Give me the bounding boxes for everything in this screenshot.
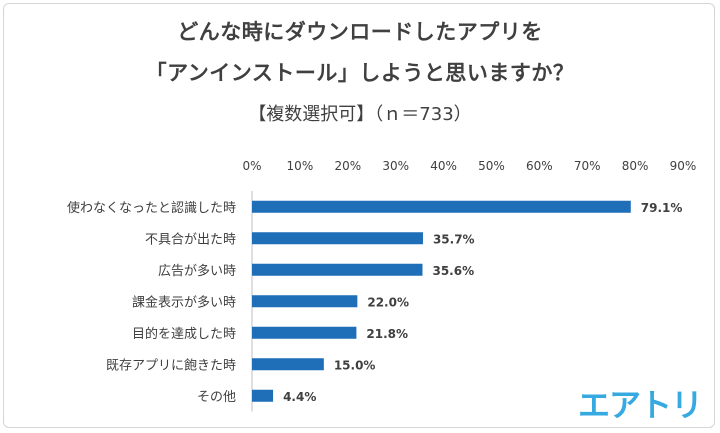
- x-tick-label: 10%: [287, 159, 314, 173]
- x-tick-label: 60%: [526, 159, 553, 173]
- x-tick-label: 20%: [334, 159, 361, 173]
- chart-subtitle: 【複数選択可】（ｎ＝733）: [248, 104, 472, 125]
- data-label: 4.4%: [283, 390, 316, 404]
- chart-title-line1: どんな時にダウンロードしたアプリを: [177, 20, 543, 44]
- x-tick-label: 50%: [478, 159, 505, 173]
- data-label: 21.8%: [366, 327, 408, 341]
- category-label: 既存アプリに飽きた時: [106, 358, 236, 373]
- category-label: 不具合が出た時: [145, 232, 236, 247]
- bar: [252, 326, 357, 339]
- category-label: 課金表示が多い時: [132, 294, 236, 310]
- data-label: 22.0%: [367, 295, 409, 309]
- chart-title-line2: 「アンインストール」しようと思いますか？: [145, 61, 575, 85]
- category-label: 使わなくなったと認識した時: [67, 200, 236, 216]
- bar: [252, 232, 423, 245]
- bar: [252, 358, 324, 371]
- x-tick-label: 90%: [670, 159, 697, 173]
- data-label: 35.7%: [433, 232, 475, 246]
- x-tick-label: 0%: [242, 159, 261, 173]
- data-label: 79.1%: [641, 201, 683, 215]
- brand-logo: エアトリ: [578, 386, 703, 424]
- x-tick-label: 70%: [574, 159, 601, 173]
- category-label: 目的を達成した時: [132, 326, 236, 342]
- data-label: 15.0%: [334, 358, 376, 372]
- bar: [252, 389, 274, 402]
- bar: [252, 263, 423, 276]
- x-tick-label: 40%: [430, 159, 457, 173]
- category-label: その他: [197, 390, 236, 405]
- x-tick-label: 80%: [622, 159, 649, 173]
- data-label: 35.6%: [432, 264, 474, 278]
- chart-frame: [3, 3, 715, 428]
- x-tick-label: 30%: [382, 159, 409, 173]
- bar: [252, 295, 358, 308]
- bar: [252, 200, 631, 213]
- category-label: 広告が多い時: [158, 263, 236, 279]
